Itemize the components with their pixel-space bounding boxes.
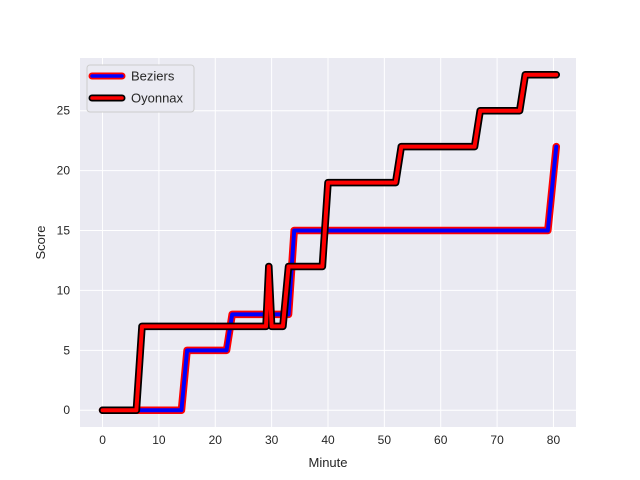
- grid-lines: [80, 58, 576, 427]
- x-tick-label: 60: [434, 433, 448, 447]
- x-tick-label: 20: [209, 433, 223, 447]
- y-tick-label: 15: [57, 224, 71, 238]
- x-tick-label: 80: [547, 433, 561, 447]
- y-tick-label: 0: [63, 403, 70, 417]
- x-tick-label: 40: [321, 433, 335, 447]
- legend-label-beziers: Beziers: [131, 69, 175, 84]
- series-line-oyonnax: [100, 72, 559, 413]
- x-tick-label: 0: [99, 433, 106, 447]
- x-axis-ticks: 0 10 20 30 40 50 60 70 80: [99, 433, 560, 447]
- x-tick-label: 10: [152, 433, 166, 447]
- y-tick-label: 25: [57, 104, 71, 118]
- y-axis-label: Score: [33, 226, 48, 260]
- x-tick-label: 30: [265, 433, 279, 447]
- series-layer: [98, 71, 561, 414]
- x-axis-label: Minute: [308, 455, 347, 470]
- x-tick-label: 50: [378, 433, 392, 447]
- y-tick-label: 10: [57, 283, 71, 297]
- x-tick-label: 70: [490, 433, 504, 447]
- y-axis-ticks: 0 5 10 15 20 25: [57, 104, 71, 418]
- y-tick-label: 20: [57, 164, 71, 178]
- legend-label-oyonnax: Oyonnax: [131, 91, 184, 106]
- legend: Beziers Oyonnax: [86, 64, 195, 113]
- y-tick-label: 5: [63, 343, 70, 357]
